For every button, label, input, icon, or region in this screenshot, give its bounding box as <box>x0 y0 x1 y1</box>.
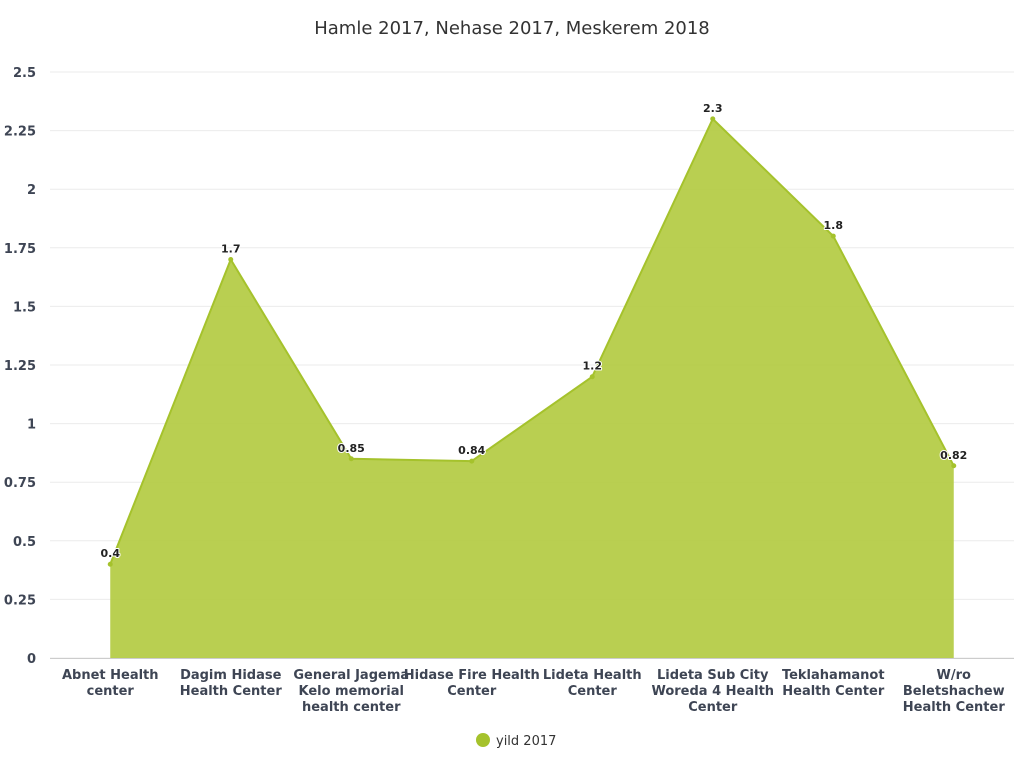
y-tick-label: 0.5 <box>13 535 36 550</box>
data-label: 2.3 <box>703 102 723 115</box>
y-tick-label: 1.5 <box>13 300 36 315</box>
x-tick-label-line: Dagim Hidase <box>180 668 282 683</box>
x-tick-label: Teklahamanot Health Center <box>782 668 885 699</box>
data-point[interactable] <box>107 561 113 567</box>
x-tick-label-line: Health Center <box>903 700 1006 715</box>
data-label: 0.84 <box>458 444 485 457</box>
data-point[interactable] <box>830 233 836 239</box>
data-label: 1.7 <box>221 243 241 256</box>
y-tick-label: 2 <box>27 183 36 198</box>
y-tick-label: 2.5 <box>13 66 36 81</box>
x-tick-label: Abnet Health center <box>62 668 159 699</box>
data-point[interactable] <box>710 116 716 122</box>
data-point[interactable] <box>348 456 354 462</box>
y-tick-label: 1 <box>27 418 36 433</box>
series-line <box>109 117 955 565</box>
y-tick-label: 1.25 <box>4 359 36 374</box>
data-label: 0.82 <box>940 449 967 462</box>
legend-marker-icon[interactable] <box>476 733 490 747</box>
data-labels: 0.4 1.7 0.85 0.84 1.2 2.3 1.8 0.82 <box>100 101 969 561</box>
legend[interactable]: yild 2017 <box>476 733 556 749</box>
data-label: 0.85 <box>338 442 365 455</box>
y-tick-label: 0.25 <box>4 593 36 608</box>
x-tick-label-line: Health Center <box>782 684 885 699</box>
y-tick-label: 0 <box>27 652 36 667</box>
data-label: 1.8 <box>824 219 844 232</box>
x-tick-label-line: Center <box>447 684 497 699</box>
plot-area <box>107 116 957 658</box>
data-point[interactable] <box>469 458 475 464</box>
data-point[interactable] <box>951 463 957 469</box>
x-tick-label-line: W/ro <box>937 668 971 683</box>
legend-item-label[interactable]: yild 2017 <box>496 734 556 749</box>
x-tick-label-line: Lideta Sub City <box>657 668 769 683</box>
data-label: 0.4 <box>101 547 121 560</box>
x-tick-label-line: Lideta Health <box>543 668 642 683</box>
x-tick-label-line: Health Center <box>180 684 283 699</box>
x-tick-label-line: Teklahamanot <box>782 668 885 683</box>
x-tick-label: Lideta Health Center <box>543 668 642 699</box>
x-tick-label-line: Woreda 4 Health <box>651 684 774 699</box>
x-tick-label: Dagim Hidase Health Center <box>180 668 283 699</box>
data-point[interactable] <box>589 374 595 380</box>
x-tick-label: Hidase Fire Health Center <box>404 668 540 699</box>
x-tick-label-line: Abnet Health <box>62 668 159 683</box>
x-tick-label-line: Center <box>568 684 618 699</box>
x-tick-label: General Jagema Kelo memorial health center <box>293 668 409 715</box>
x-tick-label-line: General Jagema <box>293 668 409 683</box>
x-tick-label-line: Center <box>688 700 738 715</box>
y-tick-label: 2.25 <box>4 125 36 140</box>
y-axis: 0 0.25 0.5 0.75 1 1.25 1.5 1.75 2 2.25 2.5 <box>4 66 36 667</box>
x-tick-label-line: health center <box>302 700 401 715</box>
x-tick-label: Lideta Sub City Woreda 4 Health Center <box>651 668 774 715</box>
chart-title: Hamle 2017, Nehase 2017, Meskerem 2018 <box>314 18 710 39</box>
y-tick-label: 1.75 <box>4 242 36 257</box>
data-point[interactable] <box>228 257 234 263</box>
x-tick-label-line: Beletshachew <box>903 684 1005 699</box>
x-tick-label: W/ro Beletshachew Health Center <box>903 668 1006 715</box>
x-tick-label-line: center <box>87 684 135 699</box>
data-label: 1.2 <box>583 360 603 373</box>
y-tick-label: 0.75 <box>4 476 36 491</box>
x-tick-label-line: Kelo memorial <box>298 684 404 699</box>
series-area <box>110 118 954 658</box>
x-tick-label-line: Hidase Fire Health <box>404 668 540 683</box>
